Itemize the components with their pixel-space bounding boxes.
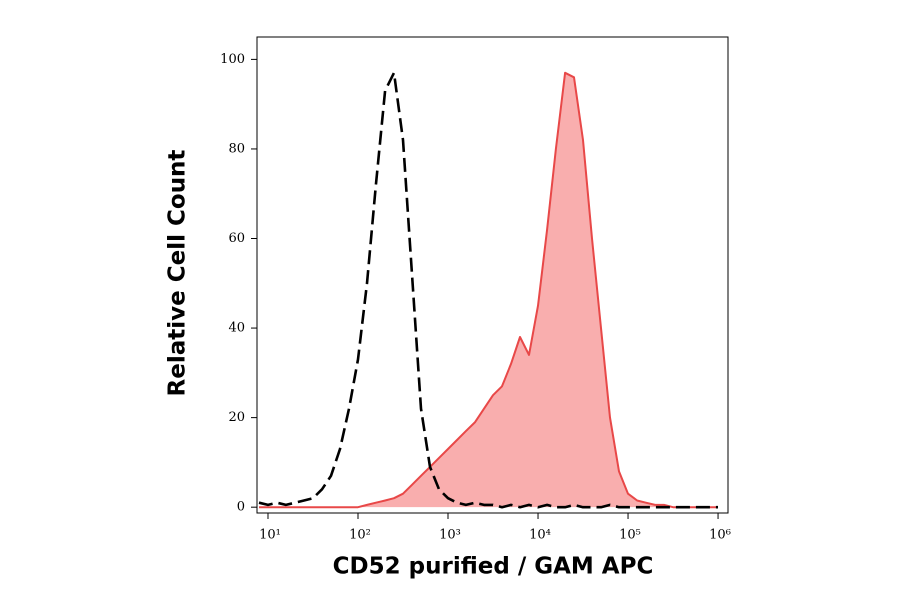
- y-tick-label: 100: [220, 52, 245, 67]
- y-tick-label: 20: [228, 410, 245, 425]
- x-axis-title: CD52 purified / GAM APC: [333, 554, 654, 580]
- y-tick-label: 80: [228, 141, 245, 156]
- y-tick-label: 60: [228, 231, 245, 246]
- line: [258, 71, 718, 509]
- x-tick-label: 10²: [349, 528, 371, 543]
- x-tick-label: 10³: [439, 528, 461, 543]
- plot-frame: [256, 36, 729, 514]
- x-tick-label: 10⁵: [619, 528, 641, 543]
- area: [259, 72, 718, 508]
- x-tick-label: 10⁶: [709, 528, 731, 543]
- x-tick-label: 10⁴: [529, 528, 551, 543]
- x-tick-label: 10¹: [259, 528, 281, 543]
- line: [259, 71, 718, 509]
- y-tick-label: 40: [228, 321, 245, 336]
- y-axis-title: Relative Cell Count: [165, 150, 191, 397]
- y-tick-label: 0: [237, 500, 245, 515]
